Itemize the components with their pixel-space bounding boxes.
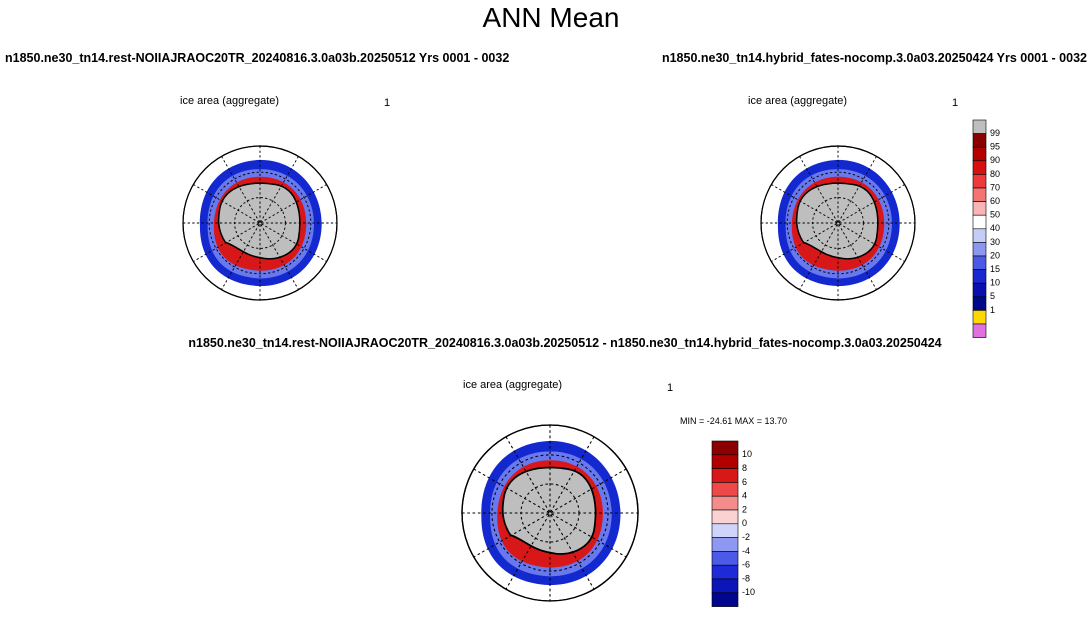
stats: MIN = -24.61 MAX = 13.70: [680, 416, 787, 426]
panel-number: 1: [667, 382, 673, 394]
panel-label: ice area (aggregate): [748, 95, 847, 107]
colorbar-label: 80: [990, 169, 1000, 179]
colorbar-label: 99: [990, 128, 1000, 138]
colorbar-label: 2: [742, 504, 747, 514]
colorbar-swatch: [972, 133, 987, 148]
figure-title: ANN Mean: [483, 2, 620, 33]
colorbar-swatch: [972, 214, 987, 230]
colorbar-swatch: [972, 323, 987, 338]
colorbar-label: 15: [990, 264, 1000, 274]
polar-map: [462, 425, 638, 601]
colorbar-swatch: [711, 578, 739, 594]
colorbar-swatch: [972, 160, 987, 175]
colorbar-label: 70: [990, 182, 1000, 192]
colorbar-swatch: [711, 482, 739, 497]
colorbar-swatch: [972, 255, 987, 270]
colorbar-swatch: [972, 242, 987, 257]
panel-number: 1: [952, 97, 958, 109]
colorbar-label: -8: [742, 573, 750, 583]
colorbar-label: -2: [742, 532, 750, 542]
colorbar-label: 30: [990, 237, 1000, 247]
panel-title: n1850.ne30_tn14.rest-NOIIAJRAOC20TR_2024…: [188, 336, 941, 350]
colorbar-label: 1: [990, 305, 995, 315]
colorbar-label: -6: [742, 560, 750, 570]
colorbar-label: -4: [742, 546, 750, 556]
colorbar-swatch: [711, 564, 739, 580]
colorbar-label: 50: [990, 210, 1000, 220]
colorbar-swatch: [972, 310, 987, 325]
colorbar-label: 5: [990, 291, 995, 301]
colorbar-swatch: [972, 146, 987, 162]
colorbar: 10 8 6 4 2 0 -2 -4 -6 -8 -10: [711, 440, 755, 607]
colorbar-swatch: [972, 228, 987, 243]
colorbar-label: 10: [742, 449, 752, 459]
colorbar-label: 4: [742, 491, 747, 501]
colorbar-swatch: [711, 468, 739, 483]
polar-map: [761, 146, 915, 300]
panel-title: n1850.ne30_tn14.hybrid_fates-nocomp.3.0a…: [662, 51, 1087, 65]
colorbar-swatch: [711, 537, 739, 552]
colorbar-swatch: [711, 523, 739, 538]
colorbar-swatch: [711, 592, 739, 607]
colorbar-swatch: [711, 440, 739, 456]
polar-map: [183, 146, 337, 300]
panel-title: n1850.ne30_tn14.rest-NOIIAJRAOC20TR_2024…: [5, 51, 509, 65]
colorbar-label: 95: [990, 142, 1000, 152]
colorbar-swatch: [972, 119, 987, 134]
colorbar-swatch: [972, 269, 987, 284]
colorbar-swatch: [711, 454, 739, 469]
panel-label: ice area (aggregate): [180, 95, 279, 107]
colorbar-swatch: [711, 495, 739, 511]
colorbar-label: 40: [990, 223, 1000, 233]
colorbar-label: -10: [742, 587, 755, 597]
colorbar-swatch: [972, 174, 987, 189]
colorbar-label: 20: [990, 250, 1000, 260]
colorbar-swatch: [972, 296, 987, 311]
colorbar-label: 60: [990, 196, 1000, 206]
colorbar-label: 90: [990, 155, 1000, 165]
colorbar-label: 6: [742, 477, 747, 487]
colorbar: 99 95 90 80 70 60 50 40 30 20 15 10 5 1: [972, 119, 1000, 338]
colorbar-label: 0: [742, 518, 747, 528]
colorbar-swatch: [972, 187, 987, 202]
colorbar-label: 10: [990, 278, 1000, 288]
colorbar-swatch: [711, 551, 739, 566]
colorbar-swatch: [711, 509, 739, 525]
colorbar-swatch: [972, 282, 987, 298]
panel-label: ice area (aggregate): [463, 379, 562, 391]
colorbar-label: 8: [742, 463, 747, 473]
colorbar-swatch: [972, 201, 987, 216]
panel-number: 1: [384, 97, 390, 109]
